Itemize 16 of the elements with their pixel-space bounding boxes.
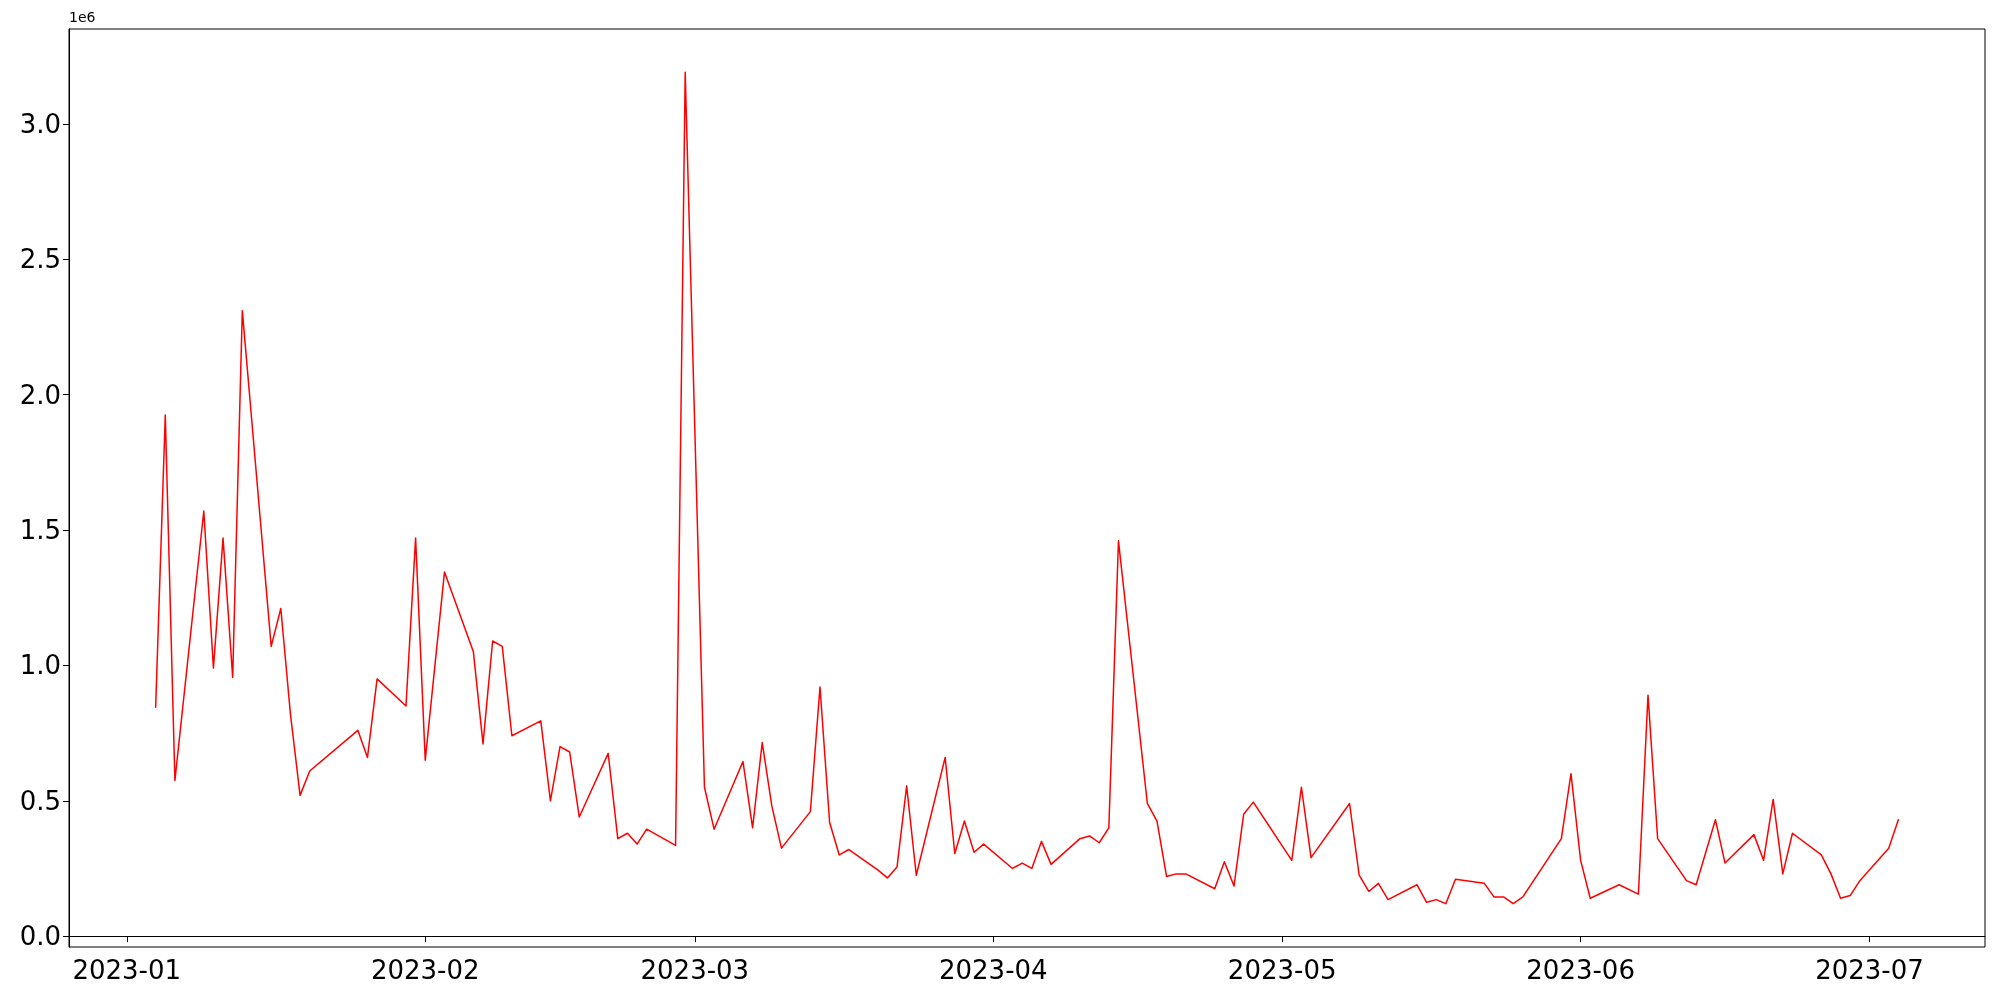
x-tick-label: 2023-04 [938,955,1048,985]
x-tick-label: 2023-05 [1227,955,1337,985]
y-tick-label: 1.0 [19,650,61,681]
y-tick-label: 2.0 [19,379,61,410]
y-tick-label: 2.5 [19,244,61,275]
y-tick-label: 0.0 [19,921,61,952]
y-tick-label: 1.5 [19,514,61,545]
x-tick-label: 2023-06 [1526,955,1635,985]
text: 1e6 [69,9,96,25]
y-tick-label: 3.0 [19,108,61,139]
line-series [154,71,1900,905]
x-tick-label: 2023-03 [640,955,750,985]
y-tick-label: 0.5 [19,785,61,816]
x-tick-label: 2023-01 [72,955,182,985]
x-tick-label: 2023-07 [1815,955,1924,985]
x-tick-label: 2023-02 [370,955,480,985]
